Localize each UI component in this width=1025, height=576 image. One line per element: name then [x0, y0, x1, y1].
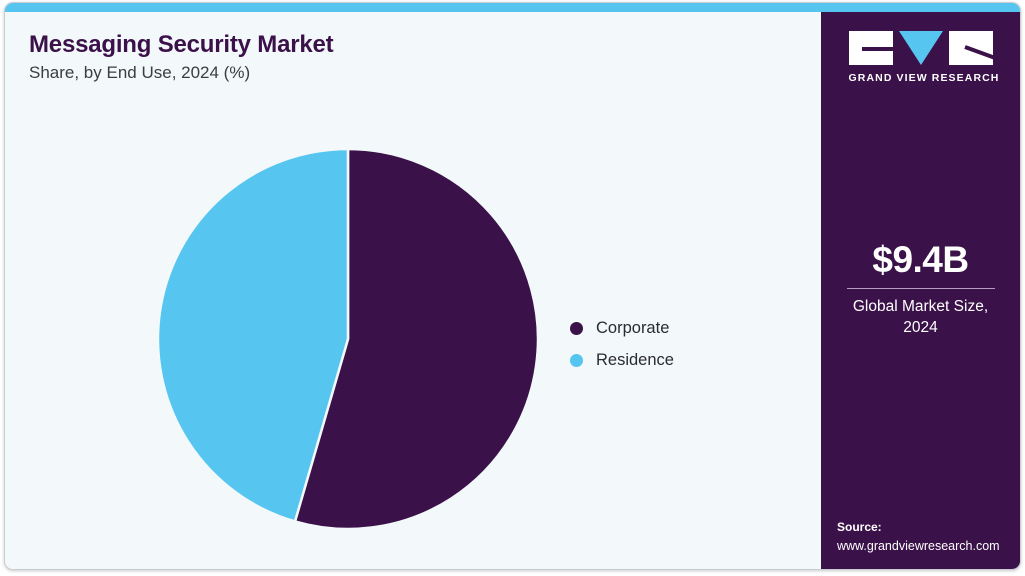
- logo-g-icon: [848, 31, 894, 65]
- legend-item-corporate[interactable]: Corporate: [570, 312, 674, 344]
- page-title: Messaging Security Market: [29, 31, 334, 58]
- chart-legend: Corporate Residence: [570, 312, 674, 376]
- side-panel: GRAND VIEW RESEARCH $9.4B Global Market …: [821, 12, 1020, 569]
- legend-swatch-corporate: [570, 321, 583, 335]
- logo-v-triangle-icon: [898, 31, 943, 65]
- legend-swatch-residence: [570, 353, 583, 367]
- pie-slice-residence[interactable]: [157, 148, 350, 524]
- chart-card: Messaging Security Market Share, by End …: [4, 2, 1021, 570]
- chart-area: Messaging Security Market Share, by End …: [5, 12, 823, 569]
- stat-divider: [846, 288, 995, 290]
- pie-chart-svg: [157, 148, 539, 530]
- market-size-label: Global Market Size, 2024: [852, 298, 989, 337]
- pie-chart: [157, 148, 539, 530]
- source-block: Source: www.grandviewresearch.com: [837, 519, 1014, 555]
- legend-label-corporate: Corporate: [596, 318, 670, 337]
- source-url[interactable]: www.grandviewresearch.com: [837, 538, 1000, 553]
- legend-item-residence[interactable]: Residence: [570, 344, 674, 376]
- grand-view-research-logo: GRAND VIEW RESEARCH: [848, 31, 1000, 84]
- pie-slice-corporate[interactable]: [293, 148, 539, 530]
- source-heading: Source:: [837, 520, 882, 535]
- top-accent-bar: [5, 3, 1020, 12]
- logo-wordmark: GRAND VIEW RESEARCH: [848, 72, 1000, 84]
- logo-marks: [848, 31, 993, 65]
- market-size-value: $9.4B: [872, 239, 969, 280]
- legend-label-residence: Residence: [596, 350, 674, 369]
- market-size-stat: $9.4B Global Market Size, 2024: [821, 240, 1020, 339]
- page-subtitle: Share, by End Use, 2024 (%): [29, 63, 251, 82]
- logo-r-icon: [948, 31, 993, 65]
